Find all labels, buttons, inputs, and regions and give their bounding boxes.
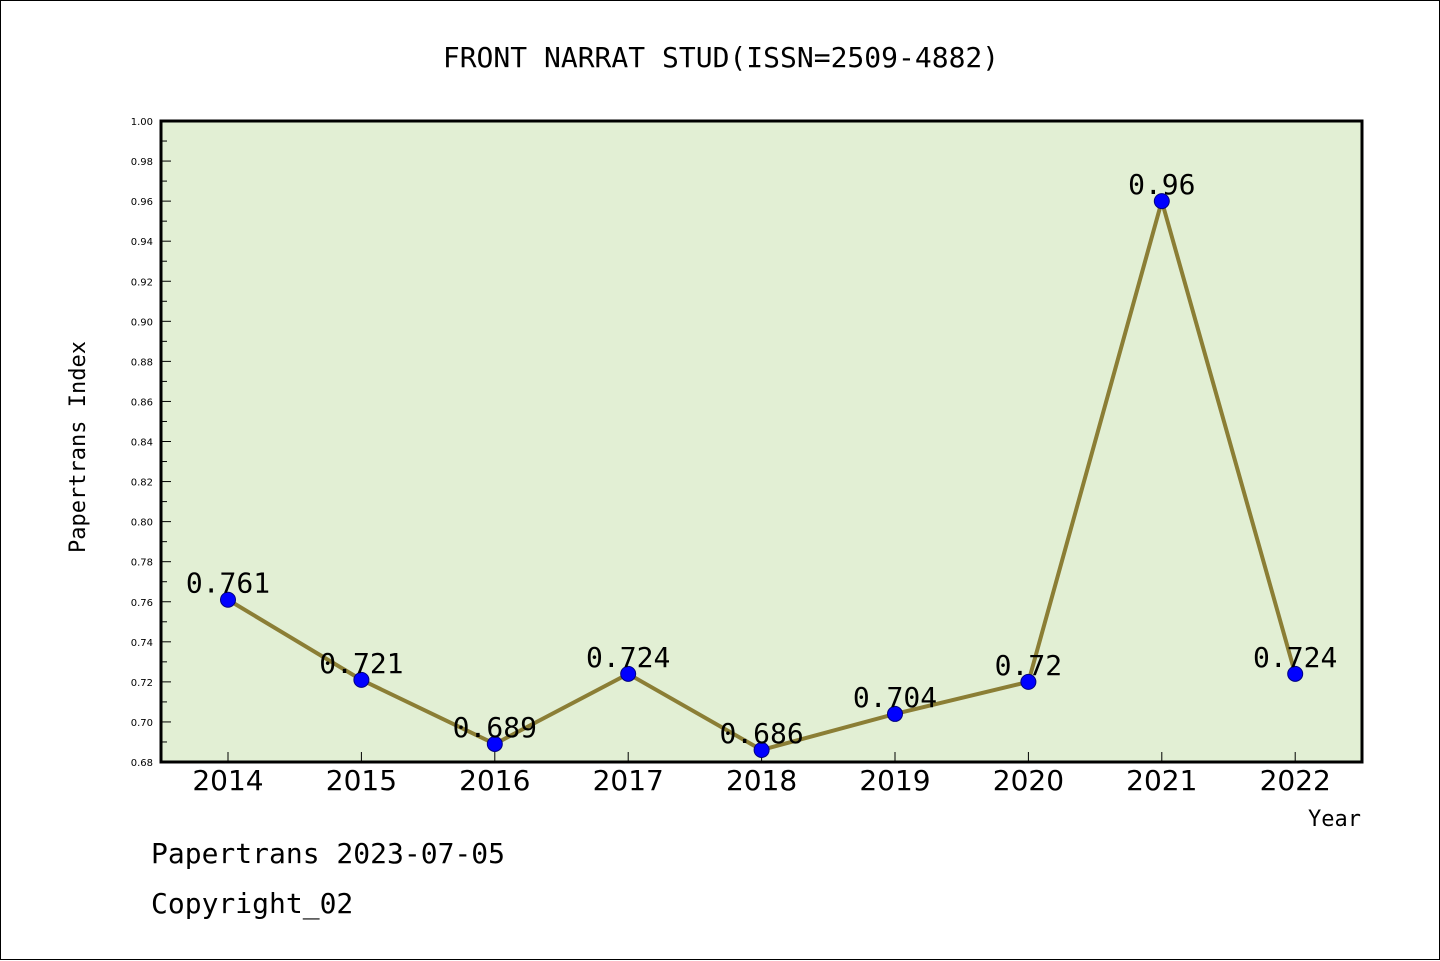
y-tick-label: 0.70 (131, 718, 153, 729)
x-tick-label: 2021 (1126, 764, 1197, 797)
y-axis: 0.68 0.70 0.72 0.74 0.76 0.78 0.80 0.82 0.84 0.86… (131, 117, 171, 769)
data-label-group: 0.761 0.721 0.689 0.724 0.686 0.704 0.72 0.96 0.… (186, 168, 1337, 750)
x-tick-label: 2014 (192, 764, 263, 797)
data-point (753, 741, 770, 758)
y-tick-label: 0.72 (131, 678, 153, 689)
x-tick-label: 2015 (326, 764, 397, 797)
footer-copyright-text: Copyright_02 (151, 887, 354, 920)
chart-title: FRONT NARRAT STUD(ISSN=2509-4882) (443, 41, 999, 74)
x-tick-label: 2017 (593, 764, 664, 797)
data-label: 0.72 (995, 649, 1062, 682)
y-tick-label: 0.88 (131, 357, 153, 368)
data-point (887, 705, 903, 722)
y-tick-label: 0.86 (131, 397, 153, 408)
y-tick-label: 0.76 (131, 598, 153, 609)
x-tick-label: 2019 (859, 764, 930, 797)
data-label: 0.724 (586, 641, 670, 674)
x-axis-label: Year (1308, 807, 1361, 832)
data-point (1287, 665, 1304, 682)
data-label: 0.689 (453, 711, 537, 744)
x-tick-label: 2020 (993, 764, 1064, 797)
y-tick-label: 0.98 (131, 157, 153, 168)
data-point (353, 671, 370, 688)
y-tick-label: 1.00 (131, 117, 153, 128)
y-tick-label: 0.78 (131, 558, 153, 569)
data-label: 0.704 (853, 681, 937, 714)
series-line-group (220, 193, 1304, 758)
data-label: 0.724 (1253, 641, 1337, 674)
y-tick-label: 0.68 (131, 758, 153, 769)
y-tick-label: 0.94 (131, 237, 153, 248)
data-point (1153, 193, 1170, 210)
y-tick-label: 0.90 (131, 317, 153, 328)
y-tick-label: 0.92 (131, 277, 153, 288)
data-point (486, 735, 503, 752)
data-point (620, 665, 637, 682)
x-axis: 2014 2015 2016 2017 2018 2019 2020 2021 2022 (192, 752, 1331, 797)
y-tick-label: 0.82 (131, 478, 153, 489)
plot-area (159, 119, 1364, 764)
y-axis-label: Papertrans Index (66, 341, 91, 553)
x-tick-label: 2016 (459, 764, 530, 797)
y-tick-label: 0.74 (131, 638, 153, 649)
y-tick-label: 0.84 (131, 438, 153, 449)
y-tick-label: 0.80 (131, 518, 153, 529)
x-tick-label: 2022 (1260, 764, 1331, 797)
x-tick-label: 2018 (726, 764, 797, 797)
y-tick-label: 0.96 (131, 197, 153, 208)
data-point (220, 591, 236, 608)
data-label: 0.686 (719, 717, 803, 750)
footer-date-text: Papertrans 2023-07-05 (151, 837, 506, 870)
data-label: 0.721 (319, 647, 403, 680)
data-point (1020, 673, 1037, 690)
data-label: 0.96 (1128, 168, 1195, 201)
data-label: 0.761 (186, 567, 270, 600)
